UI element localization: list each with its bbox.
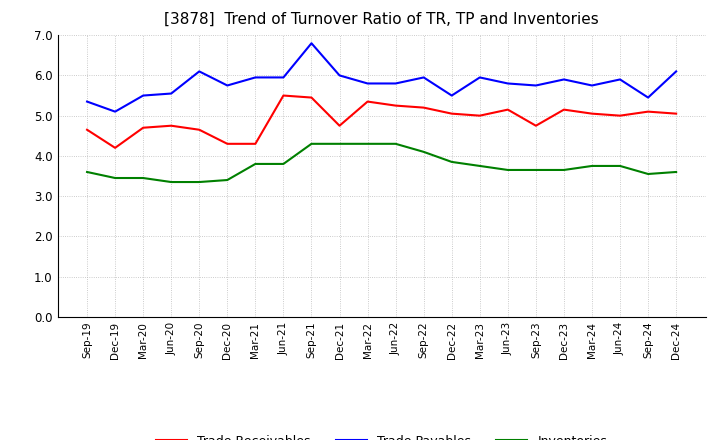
Inventories [195,180,204,185]
Inventories [503,167,512,172]
Trade Receivables [475,113,484,118]
Inventories [223,177,232,183]
Trade Receivables [588,111,596,116]
Trade Payables [419,75,428,80]
Trade Payables [475,75,484,80]
Trade Receivables [672,111,680,116]
Trade Receivables [111,145,120,150]
Inventories [588,163,596,169]
Inventories [111,176,120,181]
Trade Receivables [616,113,624,118]
Trade Receivables [83,127,91,132]
Inventories [364,141,372,147]
Trade Payables [644,95,652,100]
Title: [3878]  Trend of Turnover Ratio of TR, TP and Inventories: [3878] Trend of Turnover Ratio of TR, TP… [164,12,599,27]
Trade Payables [83,99,91,104]
Trade Receivables [559,107,568,112]
Trade Receivables [139,125,148,130]
Legend: Trade Receivables, Trade Payables, Inventories: Trade Receivables, Trade Payables, Inven… [151,430,612,440]
Trade Payables [336,73,344,78]
Inventories [672,169,680,175]
Trade Receivables [447,111,456,116]
Trade Payables [307,40,316,46]
Trade Receivables [644,109,652,114]
Trade Receivables [531,123,540,128]
Trade Receivables [391,103,400,108]
Trade Payables [672,69,680,74]
Trade Payables [279,75,288,80]
Trade Payables [531,83,540,88]
Inventories [279,161,288,167]
Trade Payables [223,83,232,88]
Trade Payables [111,109,120,114]
Trade Payables [195,69,204,74]
Trade Receivables [364,99,372,104]
Trade Payables [588,83,596,88]
Inventories [139,176,148,181]
Trade Receivables [503,107,512,112]
Inventories [419,149,428,154]
Trade Payables [447,93,456,98]
Inventories [307,141,316,147]
Trade Receivables [336,123,344,128]
Inventories [167,180,176,185]
Trade Receivables [419,105,428,110]
Inventories [447,159,456,165]
Line: Trade Payables: Trade Payables [87,43,676,112]
Trade Receivables [195,127,204,132]
Inventories [336,141,344,147]
Trade Payables [364,81,372,86]
Trade Payables [616,77,624,82]
Trade Receivables [307,95,316,100]
Trade Receivables [251,141,260,147]
Trade Receivables [223,141,232,147]
Trade Payables [139,93,148,98]
Line: Trade Receivables: Trade Receivables [87,95,676,148]
Trade Receivables [167,123,176,128]
Trade Payables [559,77,568,82]
Inventories [83,169,91,175]
Trade Receivables [279,93,288,98]
Inventories [391,141,400,147]
Inventories [251,161,260,167]
Inventories [531,167,540,172]
Inventories [559,167,568,172]
Trade Payables [503,81,512,86]
Trade Payables [251,75,260,80]
Line: Inventories: Inventories [87,144,676,182]
Trade Payables [167,91,176,96]
Inventories [475,163,484,169]
Inventories [616,163,624,169]
Inventories [644,171,652,176]
Trade Payables [391,81,400,86]
